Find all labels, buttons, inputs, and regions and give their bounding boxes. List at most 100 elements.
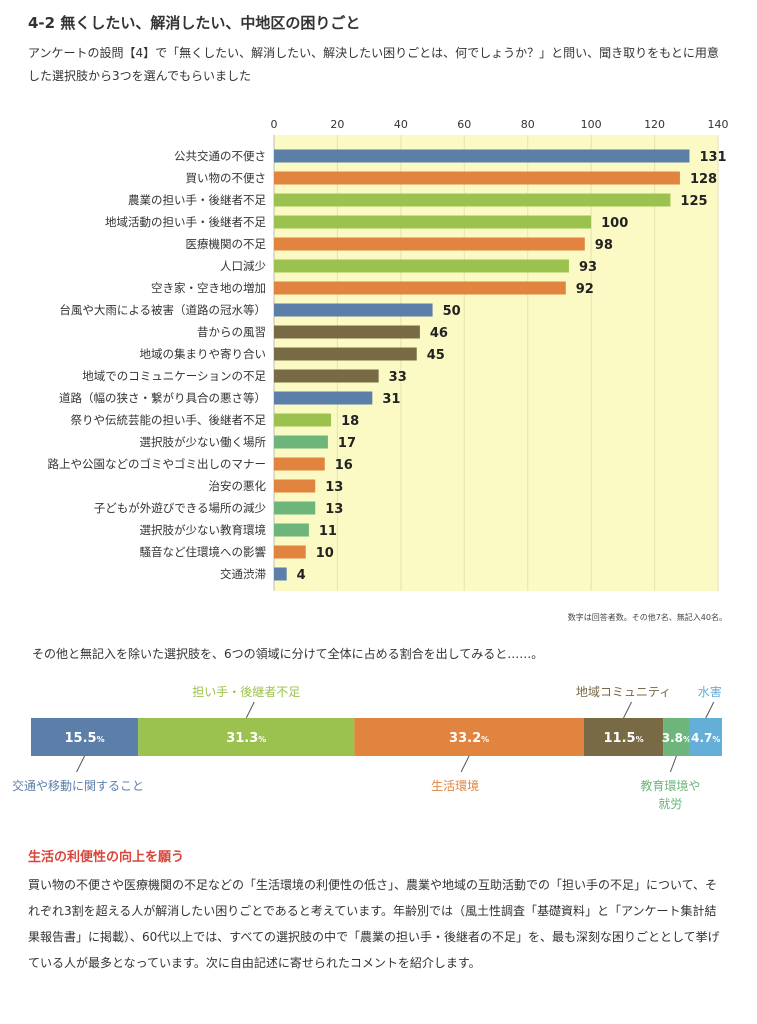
category-label: 選択肢が少ない働く場所 — [140, 435, 267, 449]
value-label: 10 — [316, 546, 334, 561]
leader-line — [245, 701, 255, 719]
x-tick-label: 0 — [271, 118, 278, 131]
category-label: 道路（幅の狭さ・繋がり具合の悪さ等） — [59, 391, 266, 405]
section-body: 買い物の不便さや医療機関の不足などの「生活環境の利便性の低さ」、農業や地域の互助… — [28, 878, 720, 970]
category-label: 子どもが外遊びできる場所の減少 — [94, 501, 266, 515]
x-tick-label: 100 — [581, 118, 602, 131]
leader-line — [623, 701, 632, 719]
value-label: 92 — [576, 282, 594, 297]
category-label: 治安の悪化 — [209, 479, 267, 493]
bar — [274, 479, 316, 493]
chart-note: 数字は回答者数。その他7名、無記入40名。 — [567, 613, 727, 622]
bar — [274, 457, 325, 471]
bar — [274, 325, 420, 339]
x-tick-label: 80 — [521, 118, 535, 131]
category-label: 地域活動の担い手・後継者不足 — [105, 215, 266, 229]
share-category-label: 水害 — [698, 684, 722, 699]
x-tick-label: 140 — [708, 118, 729, 131]
x-tick-label: 60 — [457, 118, 471, 131]
bar — [274, 149, 690, 163]
share-value-label: 15.5% — [65, 731, 105, 746]
share-category-label-cont: 就労 — [658, 797, 682, 811]
share-lead-text: その他と無記入を除いた選択肢を、6つの領域に分けて全体に占める割合を出してみると… — [32, 647, 544, 661]
value-label: 31 — [382, 392, 400, 407]
bar — [274, 303, 433, 317]
value-label: 17 — [338, 436, 356, 451]
x-tick-label: 40 — [394, 118, 408, 131]
value-label: 100 — [601, 216, 628, 231]
category-label: 農業の担い手・後継者不足 — [128, 193, 266, 207]
value-label: 125 — [680, 194, 707, 209]
value-label: 13 — [325, 502, 343, 517]
category-label: 交通渋滞 — [220, 567, 266, 581]
share-segment — [689, 718, 722, 756]
share-segment — [354, 718, 584, 756]
category-label: 公共交通の不便さ — [174, 149, 266, 163]
value-label: 50 — [443, 304, 461, 319]
value-label: 93 — [579, 260, 597, 275]
bar — [274, 545, 306, 559]
section-title: 生活の利便性の向上を願う — [28, 850, 185, 865]
share-category-label: 交通や移動に関すること — [12, 778, 144, 793]
value-label: 46 — [430, 326, 448, 341]
value-label: 45 — [427, 348, 445, 363]
bar-chart: 0 20 40 60 80 100 120 140 公共交通の不便さ 131 買い物の不便さ 128 農… — [48, 118, 729, 591]
leader-line — [76, 755, 85, 773]
share-category-label: 地域コミュニティ — [576, 685, 671, 699]
bar — [274, 347, 417, 361]
category-label: 地域でのコミュニケーションの不足 — [82, 369, 266, 383]
bar — [274, 171, 680, 185]
value-label: 33 — [389, 370, 407, 385]
bar — [274, 523, 309, 537]
bar — [274, 193, 671, 207]
value-label: 13 — [325, 480, 343, 495]
x-tick-label: 120 — [644, 118, 665, 131]
value-label: 131 — [699, 150, 726, 165]
category-label: 買い物の不便さ — [186, 171, 267, 185]
leader-line — [669, 755, 677, 773]
bar — [274, 435, 328, 449]
share-chart: 15.5% 交通や移動に関すること 31.3% 担い手・後継者不足 33.2% 生活環境 1… — [12, 684, 722, 811]
share-category-label: 教育環境や — [640, 778, 700, 793]
bar — [274, 567, 287, 581]
share-value-label: 11.5% — [603, 731, 643, 746]
share-segment — [31, 718, 139, 756]
intro-text: アンケートの設問【4】で「無くしたい、解消したい、解決したい困りごとは、何でしょ… — [28, 46, 719, 83]
share-value-label: 33.2% — [449, 731, 489, 746]
category-label: 空き家・空き地の増加 — [151, 281, 266, 295]
x-tick-label: 20 — [330, 118, 344, 131]
category-label: 台風や大雨による被害（道路の冠水等） — [59, 303, 266, 317]
value-label: 4 — [297, 568, 306, 583]
leader-line — [460, 755, 470, 773]
bar — [274, 501, 316, 515]
share-category-label: 担い手・後継者不足 — [192, 684, 300, 699]
bar — [274, 215, 592, 229]
category-label: 選択肢が少ない教育環境 — [140, 523, 267, 537]
bar — [274, 281, 566, 295]
plot-background — [274, 135, 718, 591]
share-segment — [663, 718, 690, 756]
category-label: 昔からの風習 — [197, 325, 266, 339]
page-title: 4-2 無くしたい、解消したい、中地区の困りごと — [28, 14, 361, 32]
category-label: 祭りや伝統芸能の担い手、後継者不足 — [71, 413, 267, 427]
category-label: 騒音など住環境への影響 — [140, 545, 267, 559]
bar — [274, 369, 379, 383]
share-segment — [138, 718, 355, 756]
share-category-label: 生活環境 — [431, 778, 479, 793]
value-label: 11 — [319, 524, 337, 539]
bar — [274, 391, 373, 405]
value-label: 128 — [690, 172, 717, 187]
leader-line — [705, 701, 715, 719]
bar — [274, 259, 569, 273]
category-label: 地域の集まりや寄り合い — [140, 347, 267, 361]
category-label: 路上や公園などのゴミやゴミ出しのマナー — [48, 457, 267, 471]
share-value-label: 3.8% — [662, 731, 691, 745]
value-label: 98 — [595, 238, 613, 253]
category-label: 人口減少 — [220, 259, 266, 273]
share-value-label: 4.7% — [691, 731, 720, 745]
value-label: 16 — [335, 458, 353, 473]
share-value-label: 31.3% — [226, 731, 266, 746]
category-label: 医療機関の不足 — [186, 237, 267, 251]
share-segment — [583, 718, 664, 756]
bar — [274, 237, 585, 251]
